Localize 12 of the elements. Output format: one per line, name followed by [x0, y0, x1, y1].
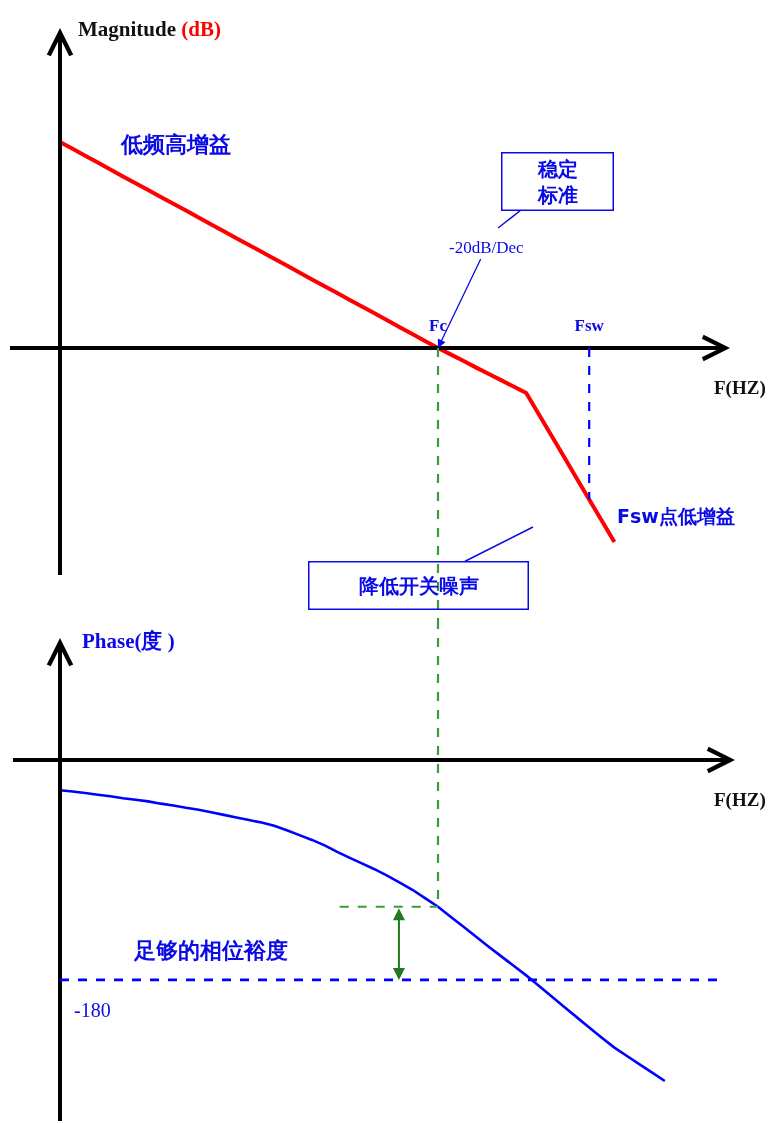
x-tick-label: Fc — [429, 315, 448, 335]
annotation: 足够的相位裕度 — [133, 938, 288, 963]
x-axis-title: F(HZ) — [714, 789, 766, 811]
annotation: 稳定标准 — [537, 156, 578, 207]
x-tick-label: Fsw — [574, 315, 605, 335]
x-axis-title: F(HZ) — [714, 377, 766, 399]
annotation: Fsw点低增益 — [617, 505, 735, 527]
annotation: 低频高增益 — [120, 132, 231, 157]
annotation: -180 — [74, 999, 111, 1021]
y-axis-title: Magnitude (dB) — [78, 17, 221, 41]
annotation: -20dB/Dec — [449, 238, 525, 257]
y-axis-title: Phase(度 ) — [82, 629, 175, 653]
